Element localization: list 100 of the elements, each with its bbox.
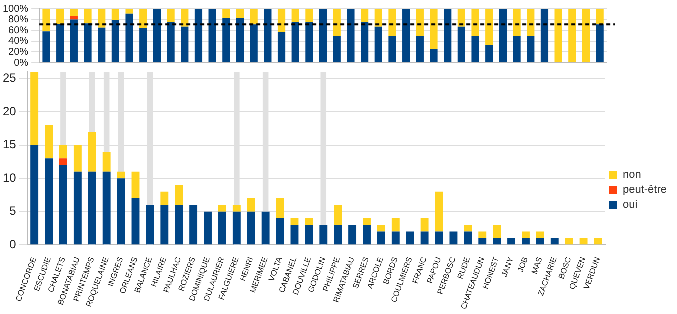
bar: [513, 9, 521, 36]
bar: [363, 218, 371, 226]
bar: [472, 36, 480, 62]
bar: [522, 238, 530, 245]
bar: [435, 192, 444, 232]
bar: [70, 20, 78, 62]
bar: [377, 225, 386, 232]
bar: [388, 36, 396, 62]
bar: [554, 9, 562, 62]
legend-label: non: [622, 169, 642, 182]
bar: [153, 9, 162, 62]
bar: [45, 125, 53, 159]
bar: [334, 205, 342, 226]
bar: [305, 218, 314, 226]
bar: [218, 205, 226, 212]
bar: [190, 205, 198, 245]
bar: [218, 212, 226, 245]
x-tick-label: JANY: [500, 255, 516, 278]
bar: [430, 9, 438, 50]
bar: [175, 185, 184, 206]
bar: [74, 172, 82, 245]
bar: [416, 9, 424, 36]
bar: [70, 9, 78, 16]
bar: [112, 20, 120, 62]
y-tick-label: 20: [2, 104, 17, 118]
bar: [596, 9, 604, 25]
bar: [522, 232, 530, 238]
bar: [596, 24, 604, 62]
bar: [112, 9, 120, 20]
bar: [319, 9, 328, 62]
bar: [478, 232, 487, 238]
bar: [450, 232, 458, 245]
bar: [232, 205, 241, 212]
legend-label: peut-être: [622, 184, 668, 196]
bar: [550, 238, 559, 245]
bar: [146, 205, 154, 245]
bar: [181, 26, 189, 62]
bar: [290, 225, 299, 245]
bar: [98, 9, 106, 28]
bar: [374, 26, 382, 62]
bar: [247, 212, 256, 245]
bar: [499, 9, 508, 62]
bar: [262, 212, 270, 245]
bar: [444, 9, 452, 62]
bar: [361, 9, 369, 22]
bar: [392, 218, 400, 232]
bar: [513, 36, 521, 62]
bar: [30, 72, 39, 146]
y-tick-label: 60%: [8, 25, 29, 36]
bar: [236, 9, 244, 18]
bar: [84, 9, 92, 24]
bar: [194, 9, 203, 62]
bar: [208, 9, 216, 62]
bar: [45, 158, 53, 245]
bar: [486, 45, 494, 62]
bar: [56, 9, 64, 24]
bar: [117, 172, 126, 179]
bar: [374, 9, 382, 27]
bar: [126, 9, 134, 14]
bar: [88, 132, 96, 172]
bar: [486, 9, 494, 46]
x-tick-label: JOB: [516, 256, 530, 274]
bar: [305, 225, 314, 245]
y-tick-label: 0%: [14, 58, 29, 69]
bar: [493, 225, 502, 238]
bar: [416, 36, 424, 62]
bar: [458, 9, 466, 27]
bar: [527, 9, 535, 36]
bar: [84, 24, 92, 62]
y-tick-label: 10: [2, 170, 17, 185]
bar: [250, 9, 258, 25]
bar: [222, 18, 230, 62]
bar: [42, 32, 50, 62]
bar: [160, 192, 169, 206]
bar: [306, 9, 314, 22]
bar: [132, 198, 140, 245]
bar: [536, 238, 544, 245]
bar: [582, 9, 590, 62]
bar: [60, 158, 68, 166]
bar: [388, 9, 396, 36]
bar: [361, 22, 369, 62]
bar: [540, 9, 549, 62]
bar: [292, 22, 300, 62]
bar: [333, 9, 341, 36]
bar: [472, 9, 480, 36]
bar: [464, 225, 472, 232]
y-tick-label: 40%: [8, 36, 29, 48]
bar: [464, 232, 472, 245]
bar: [126, 14, 134, 62]
bar: [392, 232, 400, 245]
bar: [276, 218, 284, 245]
bar: [167, 22, 175, 62]
bar: [565, 238, 574, 245]
bar: [594, 238, 602, 245]
bar: [363, 225, 371, 245]
bar: [493, 238, 502, 245]
bar: [420, 232, 429, 245]
bar: [478, 238, 487, 245]
bar: [42, 9, 50, 32]
bar: [74, 145, 82, 172]
